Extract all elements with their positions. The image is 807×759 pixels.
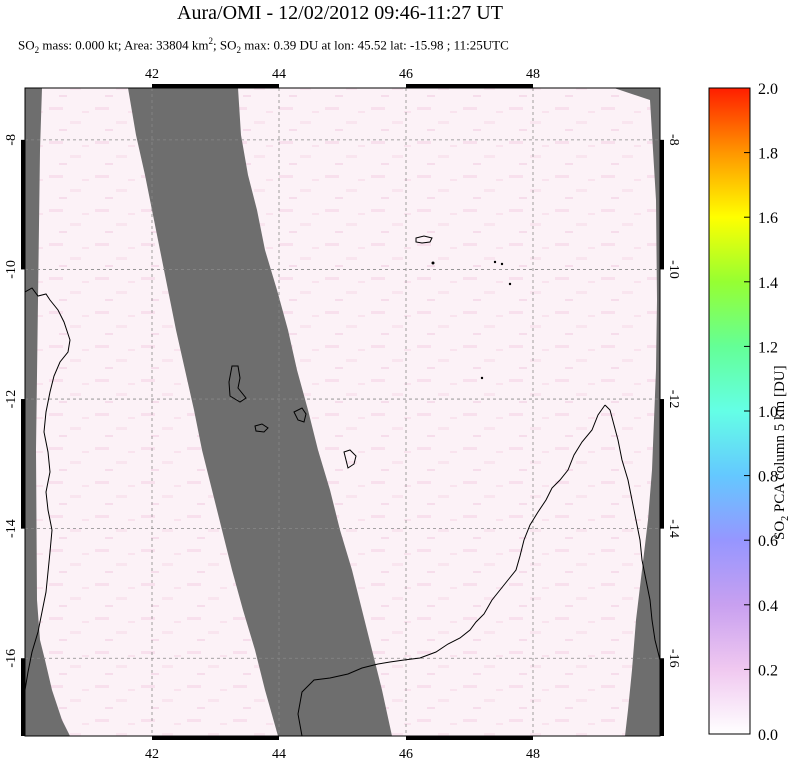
subtitle-sup-1: 2	[208, 36, 213, 46]
frame-bar-right-3	[660, 399, 664, 529]
no-data-right-edge	[614, 88, 660, 736]
frame-tick-bars	[21, 84, 664, 740]
colorbar-tick-label-0: 0.0	[758, 727, 778, 744]
coastline-grande-comore	[228, 365, 247, 403]
coastline-mayotte	[343, 449, 357, 469]
frame-bar-left-3	[21, 399, 25, 529]
y-tick-right--8: -8	[666, 134, 681, 146]
coastline-africa	[25, 287, 71, 691]
frame-bar-right-1	[660, 139, 664, 270]
y-tick-left--14: -14	[4, 519, 19, 538]
coastline-anjouan	[293, 407, 307, 423]
x-tick-bottom-46: 46	[399, 747, 413, 759]
islet-3	[500, 262, 504, 266]
x-tick-labels-top: 42 44 46 48	[145, 67, 540, 82]
y-tick-left--10: -10	[4, 260, 19, 279]
subtitle-text-3: ; SO	[212, 37, 237, 53]
subtitle-text-4: max: 0.39 DU at lon: 45.52 lat: -15.98 ;…	[240, 37, 509, 53]
colorbar-tick-label-2: 0.4	[758, 598, 778, 615]
islet-5	[480, 376, 484, 380]
x-tick-bottom-48: 48	[526, 747, 540, 759]
colorbar-tick-label-4: 0.8	[758, 469, 778, 486]
colorbar-label-prefix: SO	[772, 520, 788, 540]
colorbar-tick-label-6: 1.2	[758, 339, 778, 356]
islet-1	[431, 261, 435, 265]
colorbar-tick-label-9: 1.8	[758, 146, 778, 163]
colorbar-tick-label-8: 1.6	[758, 210, 778, 227]
frame-bar-bottom-3	[406, 736, 533, 740]
frame-bar-right-5	[660, 658, 664, 736]
colorbar-tick-label-7: 1.4	[758, 275, 778, 292]
y-tick-right--12: -12	[666, 390, 681, 409]
colorbar: 0.0 0.2 0.4 0.6 0.8 1.0 1.2 1.4 1.6 1.8 2.0	[708, 81, 778, 744]
y-tick-right--16: -16	[666, 649, 681, 668]
y-tick-right--14: -14	[666, 519, 681, 538]
y-tick-left--16: -16	[4, 649, 19, 668]
coastline-aldabra	[415, 235, 433, 244]
y-tick-right--10: -10	[666, 260, 681, 279]
colorbar-tick-label-10: 2.0	[758, 81, 778, 98]
colorbar-tick-label-5: 1.0	[758, 404, 778, 421]
frame-bar-left-5	[21, 658, 25, 736]
islet-2	[493, 260, 497, 264]
chart-title: Aura/OMI - 12/02/2012 09:46-11:27 UT	[177, 2, 503, 24]
chart-subtitle: SO2 mass: 0.000 kt; Area: 33804 km2; SO2…	[18, 36, 798, 55]
no-data-swath-gap	[128, 88, 392, 736]
no-data-left-edge	[25, 88, 70, 736]
colorbar-tick-label-1: 0.2	[758, 662, 778, 679]
frame-bar-bottom-1	[152, 736, 279, 740]
frame-bar-left-1	[21, 139, 25, 270]
x-tick-top-42: 42	[145, 67, 159, 82]
y-tick-left--8: -8	[4, 134, 19, 146]
x-tick-top-46: 46	[399, 67, 413, 82]
frame-bar-top-1	[152, 84, 279, 88]
x-tick-top-44: 44	[272, 67, 286, 82]
islets	[431, 260, 512, 380]
x-tick-top-48: 48	[526, 67, 540, 82]
x-tick-labels-bottom: 42 44 46 48	[145, 747, 540, 759]
y-tick-labels-right: -8 -10 -12 -14 -16	[666, 134, 681, 668]
subtitle-text-2: mass: 0.000 kt; Area: 33804 km	[39, 37, 209, 53]
x-tick-bottom-44: 44	[272, 747, 286, 759]
no-data-regions	[25, 88, 660, 736]
gridlines	[25, 88, 660, 736]
islet-4	[508, 282, 512, 286]
frame-bar-top-3	[406, 84, 533, 88]
coastlines	[25, 235, 660, 736]
subtitle-text-1: SO	[18, 37, 35, 53]
x-tick-bottom-42: 42	[145, 747, 159, 759]
y-tick-left--12: -12	[4, 390, 19, 409]
y-tick-labels-left: -8 -10 -12 -14 -16	[4, 134, 19, 668]
colorbar-label: SO2 PCA column 5 km [DU]	[772, 365, 791, 540]
subtitle-sub-2: 2	[236, 44, 241, 55]
subtitle-sub-1: 2	[34, 44, 40, 55]
colorbar-ticks: 0.0 0.2 0.4 0.6 0.8 1.0 1.2 1.4 1.6 1.8 2.0	[744, 81, 778, 744]
coastline-moheli	[254, 423, 269, 433]
colorbar-label-suffix: PCA column 5 km [DU]	[772, 365, 788, 516]
colorbar-tick-label-3: 0.6	[758, 533, 778, 550]
colorbar-label-sub: 2	[780, 515, 791, 521]
coastline-madagascar	[297, 404, 660, 736]
colorbar-gradient	[708, 87, 751, 735]
plot-area: 42 44 46 48 42 44 46 48 -8 -10 -12 -14 -16 -8 -10 -1…	[4, 67, 681, 759]
